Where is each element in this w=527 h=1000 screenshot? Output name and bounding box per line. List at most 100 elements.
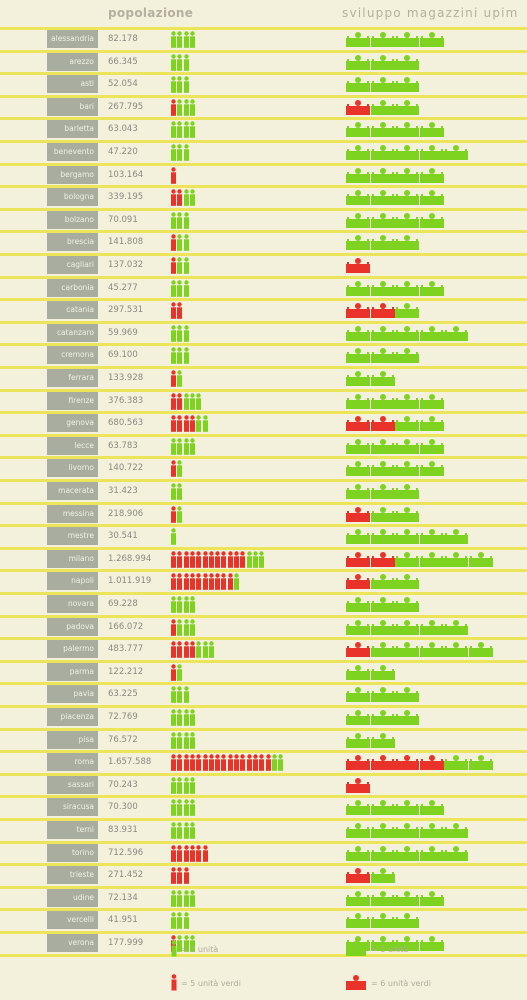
person-red-icon [196,844,202,862]
person-red-icon [259,754,265,771]
city-label: arezzo [47,52,98,71]
row-divider [0,117,527,121]
person-green-icon [189,731,195,749]
store-green-icon [444,642,469,658]
city-label: mestre [47,527,98,546]
store-green-icon [370,913,395,929]
population-value: 41.951 [108,915,138,926]
store-green-icon [395,54,420,70]
row-divider [0,275,527,279]
person-red-icon [171,618,176,636]
store-green-icon [444,755,469,771]
store-red-icon [346,506,370,522]
store-red-icon [346,551,370,567]
population-value: 297.531 [108,305,144,316]
person-red-icon [171,302,176,319]
row-divider [0,908,527,912]
store-green-icon [370,506,395,522]
person-green-icon [177,99,183,116]
person-green-icon [171,709,176,726]
store-green-icon [419,145,444,160]
store-green-icon [370,845,395,861]
store-green-icon [419,190,444,206]
legend-person-green-icon [171,940,177,957]
person-green-icon [171,912,176,930]
person-green-icon [171,777,176,794]
person-green-icon [189,935,195,952]
store-green-icon [395,325,420,341]
person-red-icon [252,754,258,771]
store-green-icon [370,167,395,183]
row-divider [0,592,527,595]
store-green-icon [419,800,444,816]
store-green-icon [419,438,444,454]
store-green-icon [370,393,395,409]
person-red-icon [171,392,176,410]
store-green-icon [370,890,395,906]
person-green-icon [177,438,183,455]
person-green-icon [202,641,208,658]
person-green-icon [183,596,189,613]
store-green-icon [346,438,370,454]
population-value: 376.383 [108,395,144,406]
person-green-icon [177,212,183,229]
table-row: torino 712.596 [0,842,527,865]
city-label: pisa [47,730,98,749]
store-green-icon [370,619,395,635]
person-green-icon [171,483,176,500]
store-green-icon [346,325,370,341]
city-label: benevento [47,143,98,161]
person-green-icon [183,76,189,93]
person-red-icon [177,302,183,319]
store-red-icon [346,416,370,432]
person-green-icon [183,392,189,410]
store-red-icon [370,303,395,319]
store-green-icon [370,461,395,477]
store-green-icon [370,574,395,590]
population-value: 483.777 [108,644,144,655]
person-green-icon [177,822,183,839]
city-label: alessandria [47,30,98,48]
person-green-icon [177,912,183,930]
person-green-icon [271,754,277,771]
person-red-icon [189,573,195,591]
store-green-icon [419,890,444,906]
person-red-icon [171,234,176,252]
person-red-icon [202,844,208,862]
store-green-icon [395,99,420,115]
store-green-icon [370,732,395,748]
city-label: parma [47,662,98,681]
store-green-icon [395,845,420,861]
legend-store-green-icon [346,941,366,956]
person-green-icon [177,935,183,952]
table-row: pavia 63.225 [0,683,527,706]
store-green-icon [370,529,395,545]
population-value: 47.220 [108,147,138,157]
row-divider [0,230,527,234]
store-green-icon [346,529,370,545]
store-green-icon [395,438,420,454]
table-row: roma 1.657.588 [0,751,527,774]
person-red-icon [189,415,195,432]
table-row: terni 83.931 [0,819,527,842]
store-red-icon [370,551,395,567]
store-green-icon [419,167,444,183]
store-green-icon [370,325,395,341]
person-green-icon [177,257,183,274]
person-red-icon [177,415,183,432]
city-label: bari [47,97,98,116]
store-red-icon [346,868,370,884]
store-green-icon [346,800,370,816]
person-green-icon [177,460,183,478]
store-green-icon [370,936,395,951]
row-divider [0,411,527,415]
city-label: firenze [47,391,98,410]
store-green-icon [444,145,469,160]
store-green-icon [419,416,444,432]
city-label: udine [47,888,98,907]
row-divider [0,343,527,347]
store-green-icon [419,529,444,545]
person-red-icon [183,754,189,771]
population-value: 70.091 [108,214,138,225]
row-divider [0,27,527,30]
